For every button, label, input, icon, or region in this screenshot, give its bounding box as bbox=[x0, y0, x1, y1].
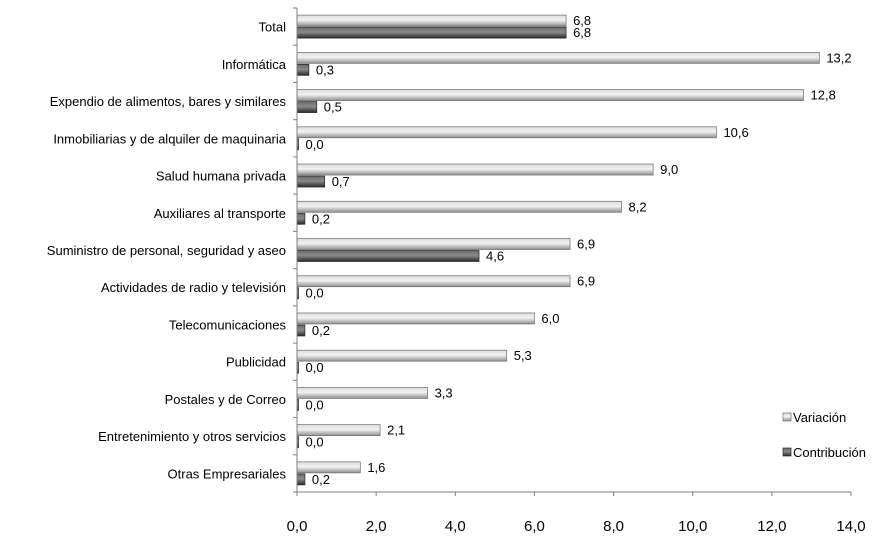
category-label: Informática bbox=[222, 57, 287, 72]
x-tick-label: 2,0 bbox=[366, 518, 387, 535]
bar-variacion bbox=[297, 201, 621, 212]
x-tick-label: 10,0 bbox=[678, 518, 707, 535]
bar-contribucion bbox=[297, 102, 317, 113]
value-label-contribucion: 4,6 bbox=[486, 249, 504, 264]
value-label-variacion: 2,1 bbox=[387, 423, 405, 438]
bar-contribucion bbox=[297, 64, 309, 75]
bars-group bbox=[297, 15, 819, 485]
value-label-variacion: 12,8 bbox=[811, 88, 836, 103]
category-label: Publicidad bbox=[226, 355, 286, 370]
value-label-variacion: 8,2 bbox=[628, 199, 646, 214]
category-label: Inmobiliarias y de alquiler de maquinari… bbox=[53, 131, 286, 146]
category-label: Salud humana privada bbox=[156, 169, 287, 184]
value-label-variacion: 10,6 bbox=[723, 125, 748, 140]
category-label: Actividades de radio y televisión bbox=[101, 280, 286, 295]
bar-contribucion bbox=[297, 474, 305, 485]
bar-variacion bbox=[297, 350, 507, 361]
category-label: Expendio de alimentos, bares y similares bbox=[50, 94, 287, 109]
bar-contribucion bbox=[297, 176, 325, 187]
x-tick-label: 12,0 bbox=[757, 518, 786, 535]
legend-swatch-variacion bbox=[783, 413, 791, 421]
value-label-variacion: 6,9 bbox=[577, 237, 595, 252]
category-label: Telecomunicaciones bbox=[169, 317, 287, 332]
legend-label-variacion: Variación bbox=[793, 410, 846, 425]
x-tick-label: 0,0 bbox=[287, 518, 308, 535]
value-label-contribucion: 0,0 bbox=[306, 360, 324, 375]
value-label-contribucion: 0,2 bbox=[312, 323, 330, 338]
category-label: Otras Empresariales bbox=[168, 466, 287, 481]
value-label-contribucion: 0,5 bbox=[324, 100, 342, 115]
value-label-variacion: 3,3 bbox=[435, 385, 453, 400]
value-label-variacion: 9,0 bbox=[660, 162, 678, 177]
x-tick-label: 6,0 bbox=[524, 518, 545, 535]
value-label-contribucion: 0,0 bbox=[306, 435, 324, 450]
category-label: Entretenimiento y otros servicios bbox=[98, 429, 286, 444]
bar-variacion bbox=[297, 164, 653, 175]
bar-contribucion bbox=[297, 251, 479, 262]
x-tick-label: 4,0 bbox=[445, 518, 466, 535]
value-label-contribucion: 0,0 bbox=[306, 137, 324, 152]
category-label: Postales y de Correo bbox=[165, 392, 286, 407]
bar-variacion bbox=[297, 52, 819, 63]
x-tick-label: 14,0 bbox=[836, 518, 865, 535]
value-label-contribucion: 0,2 bbox=[312, 472, 330, 487]
value-label-contribucion: 0,2 bbox=[312, 211, 330, 226]
axes-group: 0,0 2,0 4,0 6,0 8,0 10,0 12,0 14,0 bbox=[287, 8, 866, 535]
legend-label-contribucion: Contribución bbox=[793, 445, 866, 460]
bar-variacion bbox=[297, 127, 716, 138]
value-label-variacion: 6,0 bbox=[541, 311, 559, 326]
bar-variacion bbox=[297, 90, 804, 101]
x-tick-label: 8,0 bbox=[603, 518, 624, 535]
bar-contribucion bbox=[297, 325, 305, 336]
bar-variacion bbox=[297, 15, 566, 26]
value-label-contribucion: 0,3 bbox=[316, 62, 334, 77]
bar-contribucion bbox=[297, 27, 566, 38]
category-label: Total bbox=[259, 20, 287, 35]
bar-variacion bbox=[297, 313, 534, 324]
value-label-variacion: 13,2 bbox=[826, 50, 851, 65]
value-label-contribucion: 0,0 bbox=[306, 286, 324, 301]
bar-variacion bbox=[297, 239, 570, 250]
value-label-variacion: 5,3 bbox=[514, 348, 532, 363]
value-label-contribucion: 6,8 bbox=[573, 25, 591, 40]
legend-swatch-contribucion bbox=[783, 448, 791, 456]
value-label-variacion: 6,9 bbox=[577, 274, 595, 289]
bar-contribucion bbox=[297, 213, 305, 224]
value-label-contribucion: 0,7 bbox=[332, 174, 350, 189]
value-label-contribucion: 0,0 bbox=[306, 397, 324, 412]
bar-variacion bbox=[297, 276, 570, 287]
legend: Variación Contribución bbox=[783, 410, 866, 460]
category-label: Auxiliares al transporte bbox=[154, 206, 286, 221]
value-label-variacion: 1,6 bbox=[367, 460, 385, 475]
category-label: Suministro de personal, seguridad y aseo bbox=[47, 243, 286, 258]
